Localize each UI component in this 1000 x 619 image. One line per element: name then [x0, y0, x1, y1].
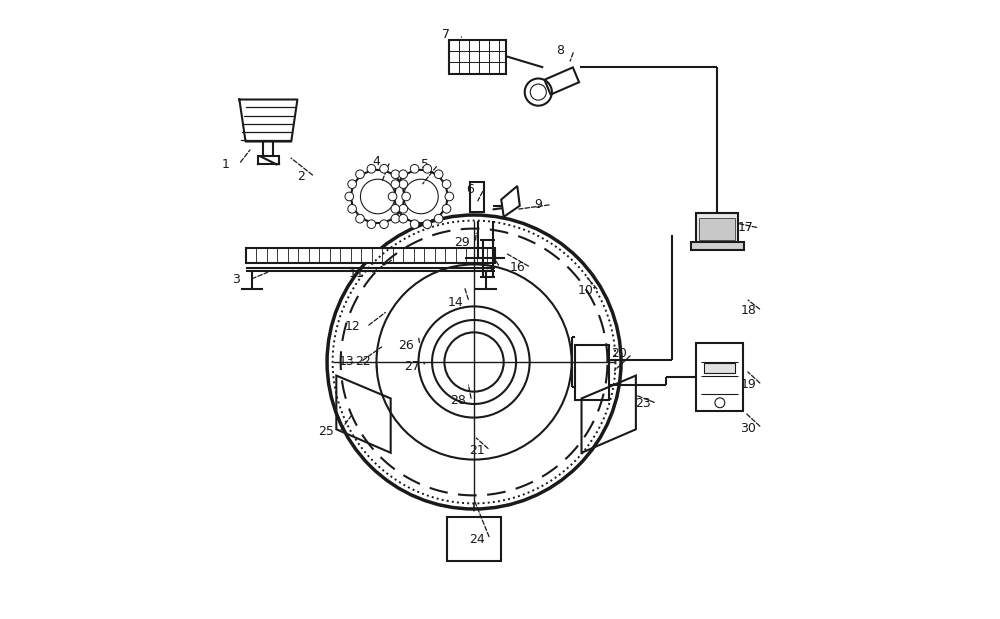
Text: 6: 6 [466, 183, 474, 196]
Text: 22: 22 [355, 355, 371, 368]
Circle shape [388, 192, 397, 201]
Text: 26: 26 [398, 339, 414, 352]
Text: 3: 3 [232, 274, 240, 287]
Bar [246, 248, 495, 263]
Circle shape [391, 180, 400, 188]
Circle shape [399, 214, 408, 223]
Circle shape [423, 165, 432, 173]
Circle shape [399, 204, 408, 213]
Text: 29: 29 [454, 236, 470, 249]
Text: 25: 25 [318, 425, 334, 438]
Text: 10: 10 [577, 285, 593, 298]
Text: 16: 16 [509, 261, 525, 274]
Text: 28: 28 [450, 394, 466, 407]
Circle shape [434, 170, 443, 179]
Text: 5: 5 [421, 158, 429, 171]
Text: 20: 20 [611, 347, 627, 360]
Text: 12: 12 [345, 320, 361, 333]
Text: 18: 18 [740, 304, 756, 317]
Circle shape [399, 180, 408, 188]
Text: 8: 8 [557, 43, 565, 56]
Text: 14: 14 [448, 296, 463, 309]
Circle shape [356, 214, 364, 223]
Circle shape [423, 220, 432, 228]
Circle shape [445, 192, 454, 201]
Text: 9: 9 [534, 198, 542, 211]
Circle shape [380, 165, 388, 173]
Circle shape [391, 170, 400, 179]
Text: 24: 24 [469, 533, 484, 546]
Text: 30: 30 [740, 422, 756, 435]
Circle shape [434, 214, 443, 223]
Bar [575, 345, 609, 400]
Bar [449, 40, 506, 74]
Bar [699, 218, 735, 240]
Circle shape [391, 204, 400, 213]
Text: 2: 2 [297, 170, 305, 183]
Text: 23: 23 [635, 397, 651, 410]
Circle shape [442, 180, 451, 188]
Circle shape [380, 220, 388, 228]
Circle shape [345, 192, 354, 201]
Circle shape [367, 220, 376, 228]
Text: 11: 11 [349, 267, 365, 280]
Text: 4: 4 [373, 155, 380, 168]
Circle shape [348, 180, 356, 188]
Bar [691, 241, 744, 250]
Text: 27: 27 [404, 360, 420, 373]
Circle shape [367, 165, 376, 173]
Text: 1: 1 [221, 158, 229, 171]
Text: 19: 19 [740, 378, 756, 391]
Bar [696, 213, 738, 243]
Text: 21: 21 [469, 444, 484, 457]
Circle shape [356, 170, 364, 179]
Circle shape [402, 192, 410, 201]
Bar [447, 517, 501, 561]
Circle shape [348, 204, 356, 213]
Text: 17: 17 [738, 222, 754, 235]
Circle shape [442, 204, 451, 213]
Text: 7: 7 [442, 28, 450, 41]
Text: 15: 15 [478, 261, 494, 274]
Circle shape [399, 170, 408, 179]
Circle shape [410, 165, 419, 173]
Bar [704, 363, 735, 373]
Circle shape [391, 214, 400, 223]
Circle shape [410, 220, 419, 228]
Text: 13: 13 [339, 355, 355, 368]
Bar [696, 344, 743, 412]
